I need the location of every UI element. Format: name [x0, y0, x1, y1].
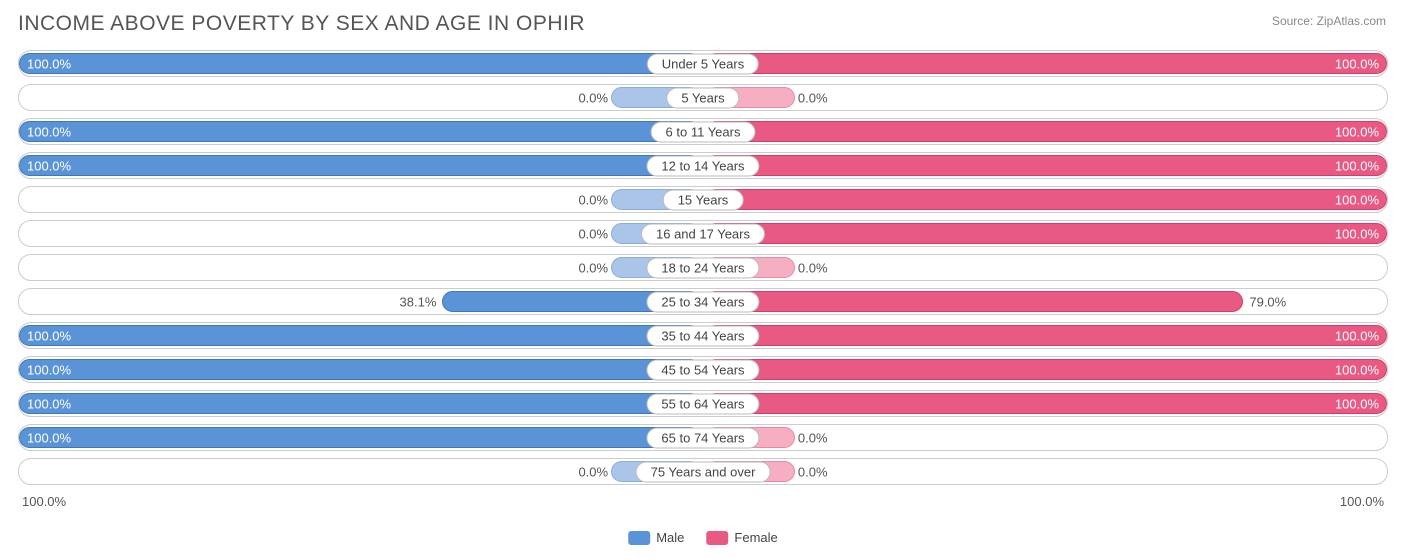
bar-row: 0.0% 0.0% 5 Years — [18, 84, 1388, 111]
male-bar — [19, 155, 701, 176]
female-swatch — [706, 531, 728, 545]
category-label: 45 to 54 Years — [646, 359, 759, 380]
axis-right-label: 100.0% — [1340, 494, 1384, 509]
female-value: 100.0% — [1335, 124, 1379, 139]
female-value: 100.0% — [1335, 192, 1379, 207]
bar-row: 100.0% 100.0% Under 5 Years — [18, 50, 1388, 77]
female-value: 79.0% — [1249, 294, 1286, 309]
female-value: 0.0% — [798, 430, 828, 445]
female-bar — [705, 189, 1387, 210]
female-value: 100.0% — [1335, 328, 1379, 343]
female-bar — [705, 359, 1387, 380]
female-value: 0.0% — [798, 90, 828, 105]
source-attribution: Source: ZipAtlas.com — [1272, 14, 1386, 28]
female-bar — [705, 393, 1387, 414]
chart-title: INCOME ABOVE POVERTY BY SEX AND AGE IN O… — [18, 12, 1388, 36]
male-value: 100.0% — [27, 362, 71, 377]
female-bar — [705, 155, 1387, 176]
legend-item-female: Female — [706, 530, 777, 545]
male-value: 0.0% — [578, 90, 608, 105]
female-value: 100.0% — [1335, 396, 1379, 411]
male-bar — [19, 359, 701, 380]
female-value: 100.0% — [1335, 158, 1379, 173]
category-label: 75 Years and over — [636, 461, 771, 482]
bar-row: 100.0% 100.0% 12 to 14 Years — [18, 152, 1388, 179]
male-value: 100.0% — [27, 396, 71, 411]
category-label: 15 Years — [663, 189, 744, 210]
bar-row: 0.0% 0.0% 18 to 24 Years — [18, 254, 1388, 281]
male-value: 38.1% — [400, 294, 437, 309]
bar-row: 0.0% 100.0% 15 Years — [18, 186, 1388, 213]
legend: Male Female — [628, 530, 778, 545]
male-value: 100.0% — [27, 430, 71, 445]
bar-row: 100.0% 0.0% 65 to 74 Years — [18, 424, 1388, 451]
legend-male-label: Male — [656, 530, 684, 545]
bar-row: 100.0% 100.0% 6 to 11 Years — [18, 118, 1388, 145]
male-bar — [19, 53, 701, 74]
category-label: 25 to 34 Years — [646, 291, 759, 312]
legend-female-label: Female — [734, 530, 777, 545]
female-bar — [705, 121, 1387, 142]
male-bar — [19, 325, 701, 346]
bar-row: 0.0% 0.0% 75 Years and over — [18, 458, 1388, 485]
female-value: 100.0% — [1335, 226, 1379, 241]
male-bar — [19, 121, 701, 142]
x-axis: 100.0% 100.0% — [18, 492, 1388, 509]
bar-row: 100.0% 100.0% 35 to 44 Years — [18, 322, 1388, 349]
bar-row: 38.1% 79.0% 25 to 34 Years — [18, 288, 1388, 315]
female-bar — [705, 325, 1387, 346]
male-value: 100.0% — [27, 56, 71, 71]
male-value: 0.0% — [578, 226, 608, 241]
legend-item-male: Male — [628, 530, 684, 545]
male-value: 100.0% — [27, 158, 71, 173]
category-label: 65 to 74 Years — [646, 427, 759, 448]
bar-row: 0.0% 100.0% 16 and 17 Years — [18, 220, 1388, 247]
male-value: 0.0% — [578, 260, 608, 275]
bar-row: 100.0% 100.0% 55 to 64 Years — [18, 390, 1388, 417]
category-label: 6 to 11 Years — [651, 121, 756, 142]
male-bar — [19, 427, 701, 448]
category-label: 55 to 64 Years — [646, 393, 759, 414]
bar-row: 100.0% 100.0% 45 to 54 Years — [18, 356, 1388, 383]
male-swatch — [628, 531, 650, 545]
male-value: 0.0% — [578, 192, 608, 207]
axis-left-label: 100.0% — [22, 494, 66, 509]
category-label: 5 Years — [666, 87, 739, 108]
category-label: 16 and 17 Years — [641, 223, 765, 244]
male-value: 100.0% — [27, 328, 71, 343]
female-bar — [705, 291, 1243, 312]
male-value: 0.0% — [578, 464, 608, 479]
female-value: 0.0% — [798, 464, 828, 479]
male-value: 100.0% — [27, 124, 71, 139]
diverging-bar-chart: 100.0% 100.0% Under 5 Years 0.0% 0.0% 5 Years… — [18, 50, 1388, 485]
female-value: 0.0% — [798, 260, 828, 275]
female-value: 100.0% — [1335, 362, 1379, 377]
female-bar — [705, 53, 1387, 74]
category-label: 18 to 24 Years — [646, 257, 759, 278]
category-label: Under 5 Years — [647, 53, 759, 74]
female-value: 100.0% — [1335, 56, 1379, 71]
female-bar — [705, 223, 1387, 244]
category-label: 35 to 44 Years — [646, 325, 759, 346]
male-bar — [19, 393, 701, 414]
category-label: 12 to 14 Years — [646, 155, 759, 176]
